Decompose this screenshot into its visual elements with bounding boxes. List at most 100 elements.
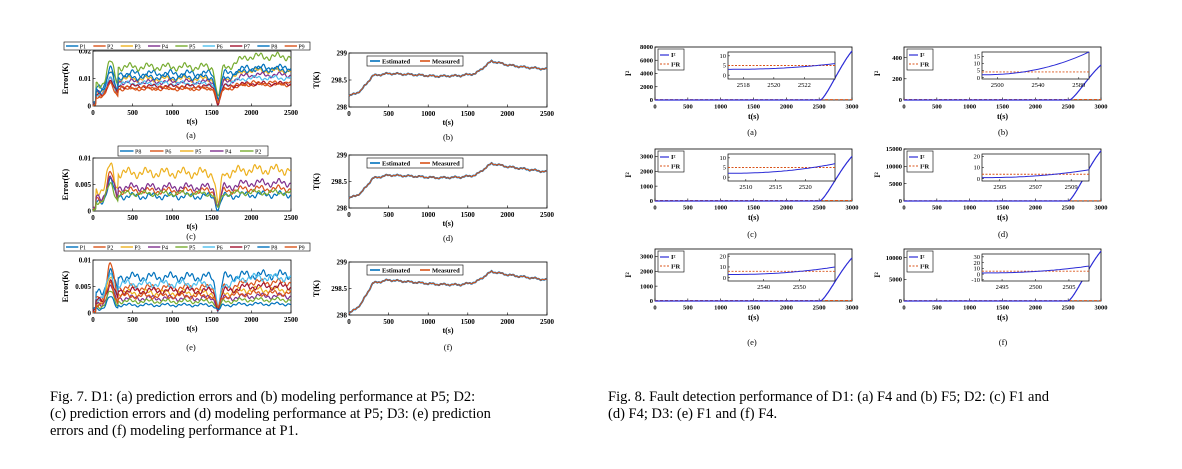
statistic-line bbox=[904, 64, 1102, 101]
legend-label: Measured bbox=[432, 268, 460, 275]
x-tick-label: 1500 bbox=[996, 305, 1009, 312]
legend-box bbox=[906, 250, 934, 273]
x-tick-label: 0 bbox=[347, 318, 351, 326]
x-tick-label: 2500 bbox=[813, 305, 826, 312]
y-tick-label: 6000 bbox=[640, 57, 653, 64]
inset-y-tick-label: 0 bbox=[977, 75, 980, 82]
series-p9-line bbox=[92, 281, 292, 314]
x-tick-label: 2000 bbox=[500, 211, 515, 219]
y-tick-label: 200 bbox=[892, 76, 902, 83]
x-axis-label: t(s) bbox=[186, 324, 197, 333]
fig8e-chart: 0 500 1000 1500 2000 2500 3000 0 1000 2000 3000 I² I… bbox=[624, 248, 859, 322]
legend-label: P7 bbox=[244, 246, 250, 252]
x-tick-label: 0 bbox=[91, 109, 95, 117]
x-tick-label: 2500 bbox=[813, 104, 826, 111]
inset-x-tick-label: 2509 bbox=[1065, 184, 1078, 191]
inset-x-tick-label: 2505 bbox=[1062, 284, 1075, 291]
fig8-panel-letter-3: (c) bbox=[747, 229, 757, 239]
y-tick-label: 298 bbox=[337, 103, 348, 111]
inset-frame bbox=[981, 51, 1090, 80]
series-p8-line bbox=[92, 177, 292, 212]
x-tick-label: 0 bbox=[347, 110, 351, 118]
series-p6-line bbox=[92, 74, 292, 107]
x-tick-label: 1000 bbox=[165, 316, 180, 324]
y-tick-label: 0 bbox=[88, 207, 92, 215]
x-tick-label: 1500 bbox=[996, 104, 1009, 111]
x-tick-label: 2000 bbox=[1029, 205, 1042, 212]
series-p6-line bbox=[92, 272, 292, 314]
y-axis-label: Error(K) bbox=[61, 270, 70, 302]
y-tick-label: 0 bbox=[899, 198, 902, 205]
fig8-panel-letter-5: (e) bbox=[747, 337, 757, 347]
y-tick-label: 400 bbox=[892, 55, 902, 62]
legend-label: P1 bbox=[80, 45, 86, 51]
inset-y-tick-label: 20 bbox=[720, 253, 727, 260]
y-tick-label: 298.5 bbox=[331, 285, 347, 293]
statistic-line bbox=[655, 50, 853, 101]
inset-y-tick-label: 5 bbox=[723, 165, 726, 172]
fig8c-chart: 0 500 1000 1500 2000 2500 3000 0 1000 2000 3000 I² I… bbox=[624, 148, 859, 222]
y-tick-label: 298.5 bbox=[331, 76, 347, 84]
legend-label: P8 bbox=[135, 150, 141, 156]
y-tick-label: 298 bbox=[337, 311, 348, 319]
inset-y-tick-label: 5 bbox=[977, 68, 980, 75]
series-measured-line bbox=[348, 59, 548, 97]
y-tick-label: 0.005 bbox=[75, 283, 91, 291]
y-tick-label: 8000 bbox=[640, 44, 653, 51]
y-tick-label: 5000 bbox=[889, 277, 902, 284]
y-tick-label: 2000 bbox=[640, 84, 653, 91]
x-tick-label: 1500 bbox=[747, 205, 760, 212]
x-tick-label: 3000 bbox=[846, 104, 859, 111]
x-tick-label: 2500 bbox=[1062, 305, 1075, 312]
inset-y-tick-label: 30 bbox=[974, 254, 981, 261]
legend-box bbox=[657, 250, 685, 273]
inset-y-tick-label: 20 bbox=[974, 153, 981, 160]
fig7-caption-line-2: (c) prediction errors and (d) modeling p… bbox=[50, 406, 491, 422]
fig8-panel-letter-6: (f) bbox=[999, 337, 1008, 347]
y-tick-label: 5000 bbox=[889, 181, 902, 188]
legend-label: Estimated bbox=[382, 161, 411, 168]
x-tick-label: 1500 bbox=[205, 109, 220, 117]
x-tick-label: 500 bbox=[127, 109, 138, 117]
fig8d-chart: 0 500 1000 1500 2000 2500 3000 0 5000 10000 15000 I… bbox=[873, 146, 1108, 222]
series-measured-line bbox=[348, 270, 548, 315]
y-tick-label: 299 bbox=[337, 151, 348, 159]
x-tick-label: 2500 bbox=[813, 205, 826, 212]
x-tick-label: 500 bbox=[932, 305, 942, 312]
legend-label: P8 bbox=[271, 45, 277, 51]
legend-box bbox=[657, 150, 685, 173]
y-tick-label: 0 bbox=[650, 198, 653, 205]
x-tick-label: 2500 bbox=[284, 214, 299, 222]
inset-x-tick-label: 2500 bbox=[991, 82, 1004, 89]
x-tick-label: 2500 bbox=[284, 316, 299, 324]
legend-label: P2 bbox=[107, 45, 113, 51]
x-tick-label: 3000 bbox=[846, 205, 859, 212]
legend-label: P8 bbox=[271, 246, 277, 252]
legend-label: P9 bbox=[298, 45, 304, 51]
x-tick-label: 0 bbox=[347, 211, 351, 219]
x-tick-label: 3000 bbox=[846, 305, 859, 312]
inset-statistic-line bbox=[982, 51, 1090, 76]
legend-label: P6 bbox=[216, 45, 222, 51]
series-p8-line bbox=[92, 296, 291, 314]
x-tick-label: 2000 bbox=[780, 205, 793, 212]
y-tick-label: 0.005 bbox=[75, 181, 91, 189]
x-tick-label: 500 bbox=[383, 110, 394, 118]
legend-label: P3 bbox=[134, 45, 140, 51]
x-tick-label: 500 bbox=[383, 211, 394, 219]
legend-label: P5 bbox=[189, 246, 195, 252]
x-tick-label: 1000 bbox=[421, 211, 436, 219]
legend-label: P2 bbox=[255, 150, 261, 156]
x-tick-label: 2000 bbox=[244, 109, 259, 117]
fig7-panel-letter-6: (f) bbox=[444, 342, 453, 352]
fig7-panel-letter-1: (a) bbox=[186, 130, 196, 140]
statistic-line bbox=[904, 150, 1102, 202]
x-tick-label: 2000 bbox=[500, 110, 515, 118]
x-tick-label: 3000 bbox=[1095, 104, 1108, 111]
series-p3-line bbox=[92, 67, 291, 107]
legend-label: P4 bbox=[162, 246, 168, 252]
y-axis-label: I² bbox=[624, 70, 633, 76]
x-tick-label: 2500 bbox=[1062, 205, 1075, 212]
inset-y-tick-label: 0 bbox=[977, 271, 980, 278]
x-axis-label: t(s) bbox=[748, 112, 759, 121]
